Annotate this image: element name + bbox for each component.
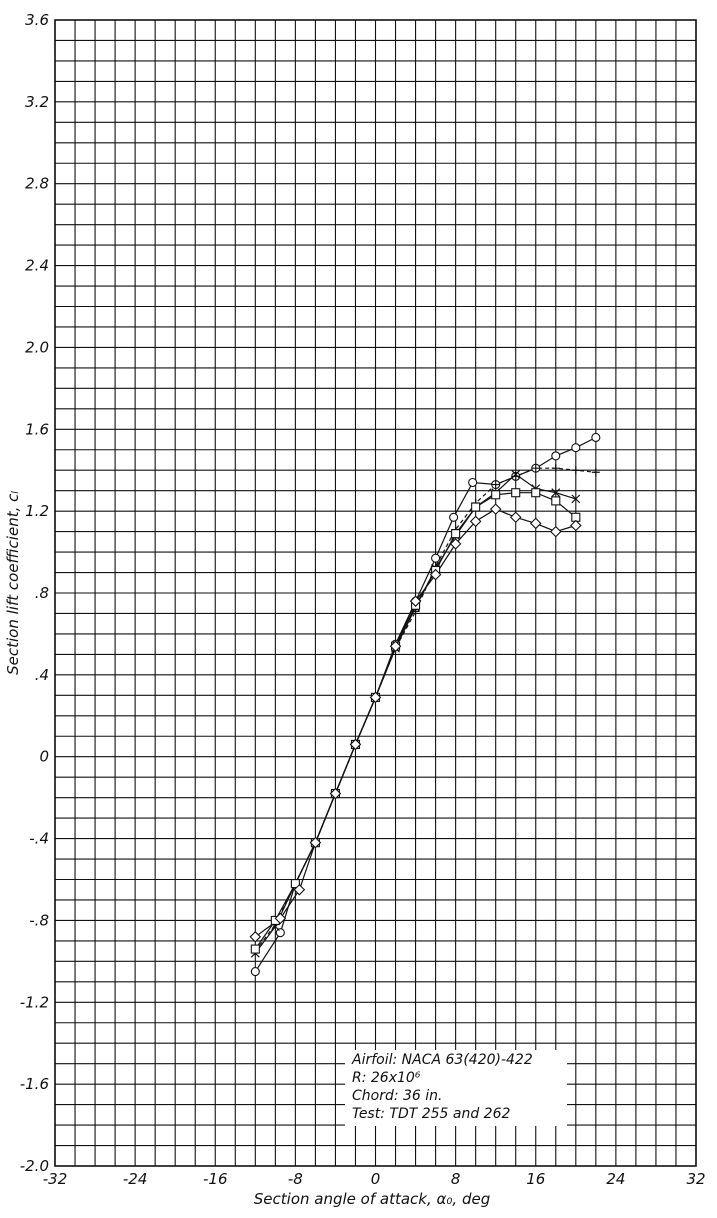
data-point-diamond — [529, 517, 542, 530]
x-tick-label: 16 — [526, 1170, 545, 1188]
data-point-diamond — [349, 738, 362, 751]
data-point-square — [451, 529, 461, 539]
x-tick-label: 32 — [686, 1170, 705, 1188]
x-axis-title: Section angle of attack, α₀, deg — [254, 1190, 490, 1208]
marker-layer — [249, 432, 601, 977]
data-point-x — [551, 488, 561, 498]
plot-frame — [54, 19, 697, 1167]
data-point-plus — [491, 480, 500, 489]
data-point-circle — [431, 553, 441, 563]
data-point-diamond — [329, 787, 342, 800]
y-tick-label: 1.2 — [25, 502, 49, 520]
data-point-square — [531, 488, 541, 498]
data-point-circle — [449, 512, 459, 522]
data-point-diamond — [249, 931, 262, 943]
data-point-diamond — [550, 525, 562, 538]
data-point-plus — [551, 464, 560, 473]
x-tick-label: 8 — [451, 1170, 461, 1188]
data-point-diamond — [570, 519, 582, 532]
y-tick-label: 0 — [39, 748, 49, 766]
data-point-plus — [591, 468, 600, 477]
tick-labels: -32 -24 -16 -8 0 8 16 24 32 3.6 3.2 2.8 2.4 2.0 1.6 1.2… — [20, 11, 706, 1188]
y-tick-label: 2.0 — [25, 338, 49, 356]
data-point-circle — [591, 432, 601, 443]
annotation-background — [345, 1050, 567, 1126]
data-point-circle — [250, 967, 260, 977]
data-point-diamond — [274, 912, 287, 925]
annotation-line-airfoil: Airfoil: NACA 63(420)-422 — [351, 1052, 533, 1068]
x-tick-label: -8 — [288, 1170, 303, 1188]
data-point-diamond — [409, 595, 422, 607]
data-point-diamond — [489, 503, 502, 515]
data-point-plus — [571, 466, 580, 475]
data-point-x — [571, 494, 581, 504]
data-point-diamond — [309, 836, 322, 849]
y-tick-label: -.4 — [29, 830, 49, 848]
annotation-line-reynolds: R: 26x10⁶ — [352, 1070, 421, 1086]
y-tick-label: 2.8 — [25, 175, 49, 193]
y-tick-label: .4 — [35, 666, 49, 684]
y-tick-label: 3.6 — [25, 11, 49, 29]
data-point-circle — [275, 928, 285, 938]
data-point-circle — [571, 443, 581, 453]
y-tick-label: .8 — [35, 584, 49, 602]
y-tick-label: -2.0 — [20, 1157, 49, 1175]
data-point-diamond — [369, 691, 382, 704]
data-point-square — [250, 944, 260, 954]
x-tick-label: -24 — [123, 1170, 148, 1188]
data-point-plus — [531, 464, 540, 473]
y-tick-label: -.8 — [29, 911, 49, 929]
y-tick-label: 1.6 — [25, 420, 49, 438]
y-tick-label: -1.2 — [20, 993, 49, 1011]
data-point-diamond — [389, 640, 402, 652]
data-point-square — [290, 879, 300, 889]
y-axis-title: Section lift coefficient, cₗ — [4, 491, 22, 675]
y-tick-label: 3.2 — [25, 93, 49, 111]
data-point-diamond — [509, 511, 522, 524]
y-tick-label: -1.6 — [20, 1075, 49, 1093]
annotation-line-chord: Chord: 36 in. — [352, 1088, 443, 1104]
data-point-diamond — [293, 883, 306, 896]
annotation-line-test: Test: TDT 255 and 262 — [352, 1106, 510, 1122]
data-point-square — [471, 502, 481, 512]
grid — [54, 19, 697, 1167]
data-point-diamond — [429, 568, 442, 581]
series-line-plus — [254, 467, 596, 952]
x-tick-label: 0 — [371, 1170, 381, 1188]
data-point-diamond — [469, 515, 482, 528]
series-layer — [254, 436, 597, 972]
x-tick-label: -16 — [203, 1170, 228, 1188]
data-point-square — [511, 488, 521, 498]
data-point-diamond — [449, 538, 462, 550]
data-point-circle — [468, 477, 478, 488]
series-line-circle — [254, 436, 597, 972]
x-tick-label: 24 — [606, 1170, 625, 1188]
y-tick-label: 2.4 — [25, 257, 49, 275]
data-point-circle — [551, 451, 561, 461]
x-tick-label: -32 — [43, 1170, 68, 1188]
annotation-box: Airfoil: NACA 63(420)-422 R: 26x10⁶ Chor… — [345, 1050, 567, 1126]
data-point-x — [511, 469, 521, 479]
data-point-square — [551, 496, 561, 506]
data-point-square — [491, 490, 501, 500]
